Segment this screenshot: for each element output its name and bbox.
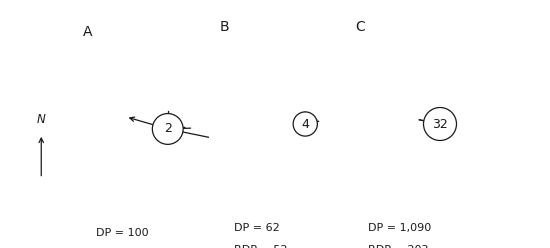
Ellipse shape xyxy=(424,107,456,141)
Text: DP = 100: DP = 100 xyxy=(96,228,149,238)
Text: DP = 62: DP = 62 xyxy=(234,223,279,233)
Text: C: C xyxy=(355,20,365,34)
Text: B: B xyxy=(220,20,230,34)
Ellipse shape xyxy=(152,114,183,144)
Text: A: A xyxy=(82,25,92,39)
Text: 4: 4 xyxy=(301,118,309,130)
Text: N: N xyxy=(37,114,46,126)
Ellipse shape xyxy=(293,112,317,136)
Text: DP = 1,090: DP = 1,090 xyxy=(368,223,432,233)
Text: RDP = 52: RDP = 52 xyxy=(234,246,287,248)
Text: 32: 32 xyxy=(432,118,448,130)
Text: RDP = 203: RDP = 203 xyxy=(368,246,429,248)
Text: 2: 2 xyxy=(164,123,172,135)
